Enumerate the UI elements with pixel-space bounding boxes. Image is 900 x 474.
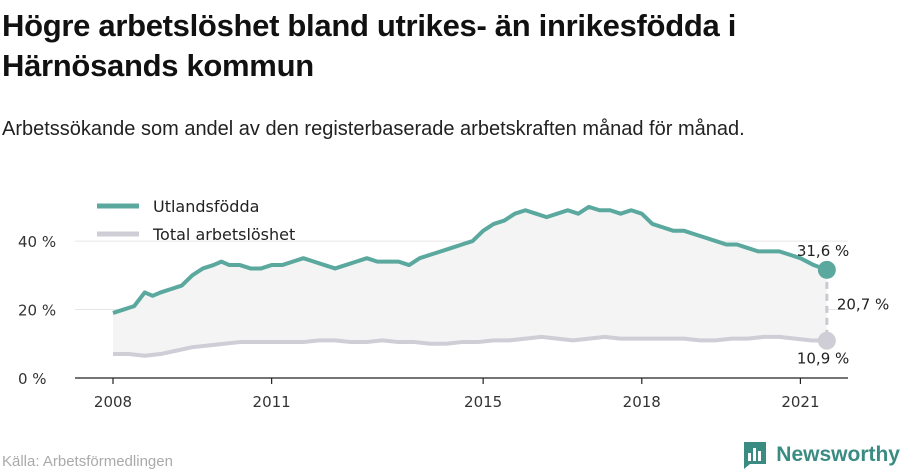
x-tick-label: 2021 (781, 393, 819, 411)
label-foreign-last: 31,6 % (797, 242, 849, 260)
series-line-total (113, 334, 827, 358)
legend-label-foreign: Utlandsfödda (153, 197, 259, 216)
x-tick-label: 2018 (623, 393, 661, 411)
end-dot-total (817, 331, 836, 350)
y-tick-label: 40 % (18, 233, 56, 251)
x-tick-label: 2015 (464, 393, 502, 411)
page-subtitle: Arbetssökande som andel av den registerb… (2, 118, 745, 140)
x-tick-label: 2008 (94, 393, 132, 411)
brand-logo: Newsworthy (742, 440, 900, 470)
label-total-last: 10,9 % (797, 350, 849, 368)
page-title: Högre arbetslöshet bland utrikes- än inr… (2, 8, 737, 83)
newsworthy-logo-icon (744, 442, 767, 469)
y-tick-label: 20 % (18, 302, 56, 320)
label-gap: 20,7 % (837, 295, 889, 313)
y-tick-label: 0 % (18, 370, 47, 388)
series-line-foreign (112, 204, 828, 315)
source-note: Källa: Arbetsförmedlingen (2, 453, 173, 470)
legend-label-total: Total arbetslöshet (152, 225, 295, 244)
end-dot-foreign (817, 260, 836, 279)
brand-name: Newsworthy (776, 443, 900, 466)
gap-area (113, 206, 827, 356)
x-tick-label: 2011 (253, 393, 291, 411)
